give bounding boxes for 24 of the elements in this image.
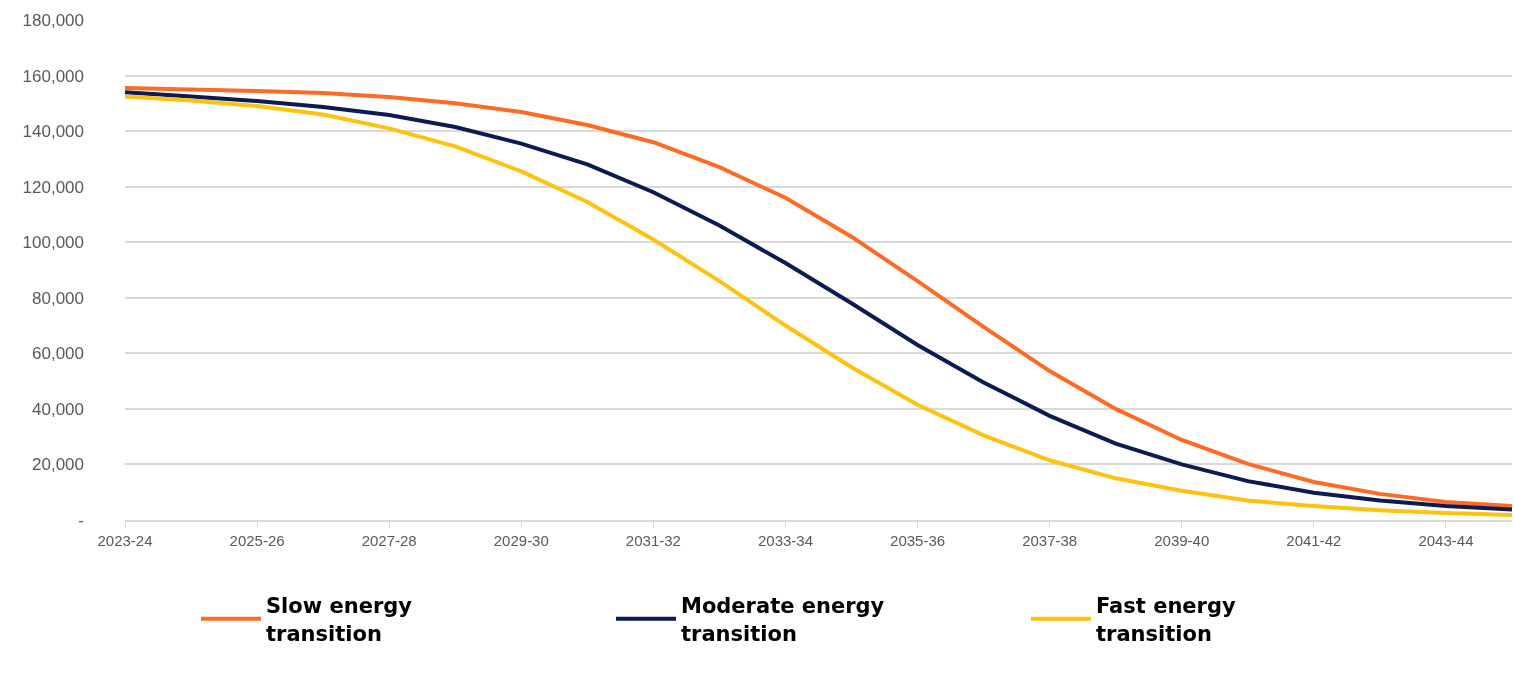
y-tick-label: 160,000 xyxy=(22,66,84,86)
y-tick-label: 60,000 xyxy=(32,344,84,364)
y-tick-label: 20,000 xyxy=(32,455,84,475)
y-tick-label: 120,000 xyxy=(22,177,84,197)
y-tick-label: 140,000 xyxy=(22,122,84,142)
x-tick-label: 2043-44 xyxy=(1418,531,1474,549)
x-tick-label: 2033-34 xyxy=(757,531,814,549)
y-tick-label: 100,000 xyxy=(22,233,84,253)
x-tick-label: 2029-30 xyxy=(493,531,549,549)
x-tick-label: 2027-28 xyxy=(361,531,417,549)
legend-label: Fast energy transition xyxy=(1096,594,1236,646)
x-tick-label: 2023-24 xyxy=(97,531,153,549)
x-tick-label: 2039-40 xyxy=(1154,531,1210,549)
x-tick-label: 2031-32 xyxy=(625,531,681,549)
legend-label: Moderate energy transition xyxy=(681,594,885,646)
y-tick-label: 180,000 xyxy=(22,10,84,30)
x-tick-label: 2037-38 xyxy=(1022,531,1078,549)
legend-label: Slow energy transition xyxy=(266,594,413,646)
y-tick-label: 40,000 xyxy=(32,399,84,419)
x-tick-label: 2025-26 xyxy=(229,531,285,549)
y-tick-label: 80,000 xyxy=(32,288,84,308)
x-tick-label: 2035-36 xyxy=(890,531,946,549)
y-tick-label: - xyxy=(78,510,84,530)
x-tick-label: 2041-42 xyxy=(1286,531,1342,549)
